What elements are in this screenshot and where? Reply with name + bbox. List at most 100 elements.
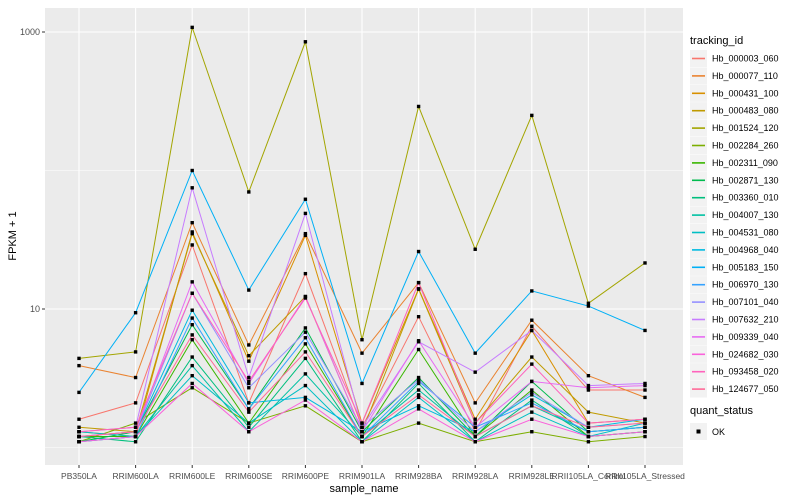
data-point-marker [247,379,251,384]
data-point-marker [77,440,81,444]
data-point-marker [303,330,308,334]
data-point-marker [473,434,477,439]
legend-item: Hb_024682_030 [690,345,779,363]
data-point-marker [247,401,251,405]
data-point-marker [530,388,534,392]
data-point-marker [303,342,308,346]
legend-item: Hb_000077_110 [690,67,778,85]
legend-item-label: Hb_007101_040 [712,297,779,307]
data-point-marker [190,355,194,359]
legend2: OK [690,423,725,440]
data-point-marker [303,197,308,201]
data-point-marker [360,440,364,444]
data-point-marker [416,379,421,384]
data-point-marker [303,398,308,402]
legend-item: Hb_093458_020 [690,363,779,381]
plot-panel [45,8,683,465]
data-point-marker [190,25,194,30]
data-point-marker [586,386,591,390]
data-point-marker [247,375,251,380]
data-point-marker [416,104,421,109]
data-point-marker [77,390,81,395]
y-tick-label: 1000 [20,27,40,37]
data-point-marker [416,339,421,343]
data-point-marker [416,421,421,425]
legend-item: Hb_002311_090 [690,154,778,172]
data-point-marker [133,375,138,380]
legend-item-label: Hb_004531_080 [712,228,779,238]
x-tick-label: PB350LA [61,471,97,481]
legend-item-label: Hb_002284_260 [712,141,779,151]
data-point-marker [303,233,308,238]
data-point-marker [530,328,534,333]
legend-item-label: Hb_004007_130 [712,210,779,220]
data-point-marker [247,421,251,425]
data-point-marker [643,434,647,439]
x-tick-label: RRII105LA_Control [552,471,626,481]
legend-item: Hb_000003_060 [690,50,779,67]
data-point-marker [303,296,308,300]
data-point-marker [530,404,534,408]
legend2-item-label: OK [712,427,725,437]
data-point-marker [473,440,477,444]
data-point-marker [133,430,138,434]
data-point-marker [247,354,251,358]
legend-item: Hb_005183_150 [690,258,779,276]
data-point-marker [530,289,534,293]
data-point-marker [586,440,591,444]
data-point-marker [586,373,591,378]
data-point-marker [133,425,138,429]
legend-item-label: Hb_005183_150 [712,262,779,272]
data-point-marker [190,243,194,247]
legend-item-label: Hb_007632_210 [712,315,779,325]
legend-item: Hb_000483_080 [690,102,779,120]
data-point-marker [530,410,534,414]
data-point-marker [190,308,194,312]
data-point-marker [586,421,591,425]
data-point-marker [473,417,477,421]
data-point-marker [360,434,364,439]
legend-item-label: Hb_093458_020 [712,367,779,377]
data-point-marker [133,440,138,444]
data-point-marker [416,314,421,319]
x-tick-label: RRIM928BA [395,471,443,481]
data-point-marker [530,430,534,434]
x-tick-label: RRIM901LA [339,471,386,481]
legend-item: Hb_004007_130 [690,206,779,224]
legend-item: Hb_004968_040 [690,241,779,259]
data-point-marker [586,304,591,308]
data-point-marker [77,434,81,439]
legend2-title: quant_status [690,405,753,417]
data-point-marker [190,231,194,236]
data-point-marker [190,316,194,320]
data-point-marker [247,410,251,414]
x-tick-label: RRIM928LA [452,471,499,481]
data-point-marker [247,381,251,386]
data-point-marker [247,386,251,390]
data-point-marker [303,356,308,361]
data-point-marker [473,401,477,405]
data-point-marker [247,343,251,347]
data-point-marker [190,333,194,337]
legend-item-label: Hb_004968_040 [712,245,779,255]
data-point-marker [643,421,647,425]
x-tick-label: RRIM600LE [169,471,216,481]
data-point-marker [530,355,534,359]
data-point-marker [530,379,534,384]
data-point-marker [586,410,591,414]
data-point-marker [530,393,534,397]
data-point-marker [416,388,421,392]
legend-item-label: Hb_000003_060 [712,54,779,64]
data-point-marker [586,301,591,305]
data-point-marker [530,401,534,405]
data-point-marker [190,363,194,368]
data-point-marker [360,381,364,386]
data-point-marker [133,434,138,439]
data-point-marker [247,425,251,429]
data-point-marker [586,388,591,392]
data-point-marker [360,338,364,342]
x-axis-title: sample_name [329,483,398,495]
data-point-markers [77,25,647,444]
data-point-marker [247,430,251,434]
